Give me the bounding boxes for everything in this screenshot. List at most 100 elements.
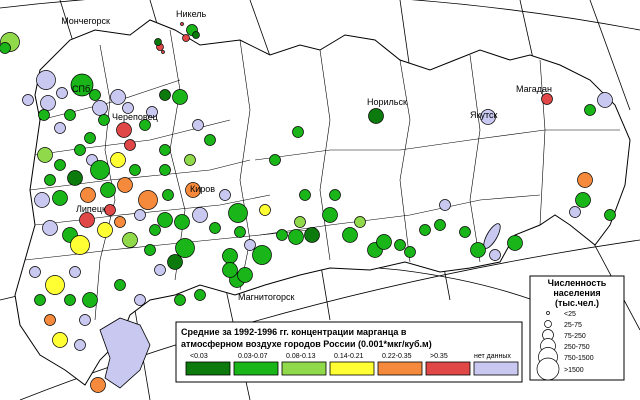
city-marker [480, 109, 496, 125]
city-label: Череповец [112, 112, 158, 122]
pop-legend-label: <25 [564, 311, 576, 318]
city-marker [459, 226, 471, 238]
city-marker [22, 94, 34, 106]
legend-swatch [281, 361, 327, 376]
population-legend: Численность населения (тыс.чел.) <25 25-7… [529, 275, 625, 381]
city-marker [56, 87, 68, 99]
city-marker [228, 203, 248, 223]
city-marker [419, 224, 431, 236]
city-marker [175, 238, 195, 258]
city-marker [174, 214, 190, 230]
pop-legend-circle [536, 357, 560, 381]
water-bodies [99, 223, 501, 389]
city-marker [184, 154, 196, 166]
legend-class-label: >0.35 [430, 353, 448, 360]
city-marker [489, 249, 501, 261]
city-marker [44, 314, 56, 326]
legend-swatch [329, 361, 375, 376]
city-marker [154, 264, 166, 276]
class-legend: Средние за 1992-1996 гг. концентрации ма… [175, 321, 523, 383]
city-marker [40, 95, 56, 111]
city-marker [252, 245, 272, 265]
city-marker [146, 106, 158, 118]
city-label: Норильск [367, 97, 407, 107]
city-marker [244, 239, 256, 251]
city-marker [194, 289, 206, 301]
city-marker [138, 190, 158, 210]
city-label: Киров [190, 184, 215, 194]
city-marker [38, 109, 50, 121]
pop-legend-circle [544, 320, 552, 328]
city-marker [34, 192, 50, 208]
city-marker [376, 234, 392, 250]
city-marker [36, 70, 56, 90]
city-marker [342, 227, 358, 243]
city-marker [434, 219, 446, 231]
city-marker [67, 170, 83, 186]
city-marker [597, 92, 613, 108]
legend-swatch [473, 361, 519, 376]
city-marker [470, 242, 486, 258]
city-marker [74, 339, 86, 351]
city-marker [329, 189, 341, 201]
pop-legend-label: 750-1500 [564, 355, 594, 362]
city-label: Якутск [470, 110, 498, 120]
legend-class-label: 0.08-0.13 [286, 353, 316, 360]
city-marker [222, 248, 238, 264]
city-marker [167, 254, 183, 270]
city-marker [42, 220, 58, 236]
city-marker [54, 159, 66, 171]
city-marker [134, 209, 146, 221]
city-marker [110, 89, 126, 105]
city-label: Никель [176, 9, 207, 19]
city-marker [234, 226, 246, 238]
city-marker [192, 207, 208, 223]
city-marker [134, 294, 146, 306]
pop-legend-label: >1500 [564, 367, 584, 374]
city-marker [79, 314, 91, 326]
city-marker [161, 50, 165, 54]
city-marker [157, 212, 173, 228]
city-marker [299, 189, 311, 201]
city-marker [154, 38, 162, 46]
city-marker [159, 89, 171, 101]
city-marker [64, 109, 76, 121]
legend-swatch [185, 361, 231, 376]
city-marker [569, 206, 581, 218]
city-marker [584, 104, 596, 116]
city-marker [74, 144, 86, 156]
city-marker [159, 144, 171, 156]
city-marker [84, 132, 96, 144]
city-marker [139, 119, 151, 131]
city-marker [172, 89, 188, 105]
city-marker [368, 108, 384, 124]
city-marker [204, 134, 216, 146]
city-marker [182, 34, 190, 42]
city-marker [541, 93, 553, 105]
city-marker [116, 122, 132, 138]
city-marker [64, 294, 76, 306]
city-marker [288, 229, 304, 245]
city-marker [129, 164, 141, 176]
city-marker [269, 154, 281, 166]
city-marker [100, 182, 116, 198]
legend-title-line1: Средние за 1992-1996 гг. концентрации ма… [181, 327, 407, 337]
city-marker [575, 192, 591, 208]
city-label: Мончегорск [61, 16, 110, 26]
legend-swatch [233, 361, 279, 376]
city-marker [354, 216, 366, 228]
city-marker [209, 222, 221, 234]
pop-legend-title2: населения [553, 288, 600, 298]
city-marker [70, 73, 94, 97]
legend-class-label: <0.03 [190, 353, 208, 360]
city-marker [304, 227, 320, 243]
city-marker [90, 377, 106, 393]
pop-legend-circle [546, 311, 550, 315]
city-marker [79, 212, 95, 228]
city-marker [144, 244, 156, 256]
city-marker [219, 189, 231, 201]
city-marker [52, 332, 68, 348]
city-marker [185, 182, 201, 198]
